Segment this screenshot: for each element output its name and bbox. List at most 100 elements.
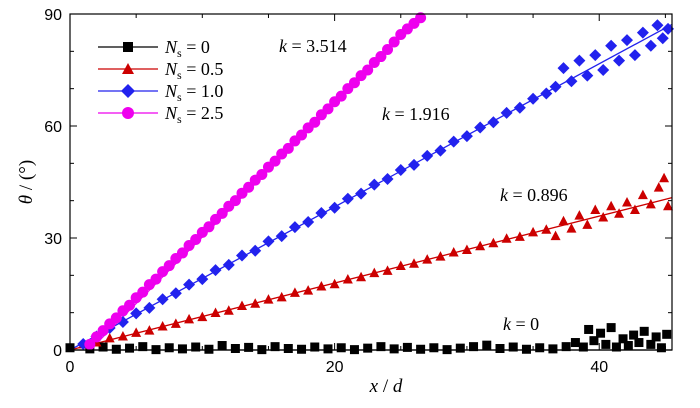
data-point-triangle [514, 231, 525, 241]
data-point-diamond [381, 173, 394, 186]
data-point-triangle [614, 208, 625, 218]
data-point-diamond [565, 75, 578, 88]
data-point-triangle [104, 332, 115, 343]
data-point-diamond [196, 273, 209, 286]
data-point-triangle [223, 305, 234, 315]
data-point-square [429, 343, 439, 353]
data-point-diamond [474, 121, 487, 134]
data-point-square [623, 341, 633, 351]
data-point-diamond [549, 80, 562, 93]
points-series-2 [77, 19, 675, 351]
data-point-triangle [637, 189, 648, 200]
data-point-square [270, 342, 280, 352]
data-point-triangle [566, 223, 577, 233]
data-point-diamond [236, 249, 248, 262]
data-point-triangle [276, 291, 287, 302]
legend-label-ns-0.5: Ns = 0.5 [164, 59, 223, 82]
y-axis-label: θ / (°) [16, 160, 37, 204]
data-point-square [629, 330, 639, 340]
data-point-triangle [197, 311, 208, 322]
data-point-diamond [143, 301, 156, 314]
data-point-diamond [540, 87, 553, 100]
data-point-diamond [130, 307, 143, 320]
data-point-triangle [541, 224, 552, 234]
data-point-diamond [315, 206, 328, 219]
data-point-diamond [487, 116, 500, 129]
data-point-circle [309, 116, 321, 128]
data-point-square [336, 343, 346, 353]
data-point-circle [256, 169, 268, 181]
data-point-square [125, 343, 135, 353]
data-point-diamond [460, 130, 473, 143]
data-point-triangle [422, 254, 433, 264]
data-point-diamond [636, 26, 649, 39]
data-point-square [656, 343, 666, 353]
data-point-triangle [629, 204, 640, 214]
data-point-diamond [597, 64, 610, 76]
data-point-circle [176, 247, 188, 259]
data-point-square [297, 344, 307, 354]
data-point-triangle [237, 300, 247, 310]
data-point-square [508, 342, 518, 352]
legend-item-ns-0: Ns = 0 [98, 37, 210, 60]
data-point-diamond [644, 39, 657, 52]
data-point-circle [282, 142, 294, 154]
data-point-triangle [590, 204, 601, 214]
slope-annotation-ns-0.5: k = 0.896 [500, 185, 568, 205]
y-axis-label-var: θ [16, 195, 37, 204]
data-point-diamond [183, 278, 196, 291]
legend-marker-triangle [122, 63, 134, 74]
data-point-circle [269, 155, 281, 167]
data-point-square [596, 328, 606, 338]
data-point-circle [362, 64, 374, 76]
legend-label-ns-1.0: Ns = 1.0 [164, 81, 223, 104]
data-point-square [535, 343, 545, 353]
data-point-triangle [475, 240, 486, 251]
legend-marker-square [123, 42, 133, 52]
data-point-diamond [628, 49, 641, 62]
data-point-diamond [581, 69, 594, 82]
data-point-circle [84, 338, 96, 350]
data-point-triangle [598, 211, 609, 222]
data-point-diamond [434, 144, 447, 157]
data-point-circle [137, 286, 149, 298]
data-point-diamond [589, 49, 602, 62]
data-point-triangle [170, 318, 181, 328]
data-point-triangle [184, 313, 195, 324]
data-point-square [482, 340, 492, 350]
data-points [65, 12, 675, 355]
data-point-square [402, 342, 412, 352]
data-point-square [244, 342, 254, 352]
slope-annotation-ns-1.0: k = 1.916 [382, 104, 450, 124]
data-point-diamond [368, 178, 381, 191]
data-point-triangle [131, 327, 142, 337]
data-point-square [217, 341, 227, 351]
data-point-diamond [169, 287, 182, 300]
data-point-square [584, 324, 594, 334]
data-point-triangle [356, 271, 367, 282]
data-point-diamond [573, 54, 586, 67]
data-point-square [283, 344, 293, 354]
data-point-triangle [369, 267, 380, 278]
data-point-diamond [394, 164, 407, 177]
data-point-triangle [606, 200, 617, 211]
data-point-diamond [355, 187, 368, 200]
data-point-triangle [645, 198, 656, 209]
data-point-circle [163, 260, 175, 272]
data-point-circle [229, 195, 241, 207]
data-point-square [164, 343, 174, 353]
data-point-diamond [447, 135, 460, 148]
data-point-circle [190, 233, 202, 245]
data-point-triangle [382, 265, 393, 275]
data-point-square [521, 344, 531, 354]
data-point-diamond [500, 106, 513, 119]
data-point-circle [150, 273, 162, 285]
data-point-triangle [303, 285, 314, 295]
data-point-square [455, 343, 465, 353]
data-point-circle [203, 221, 215, 233]
data-point-triangle [488, 237, 499, 248]
data-point-square [495, 344, 505, 354]
data-point-diamond [341, 192, 354, 205]
data-point-diamond [605, 39, 618, 52]
